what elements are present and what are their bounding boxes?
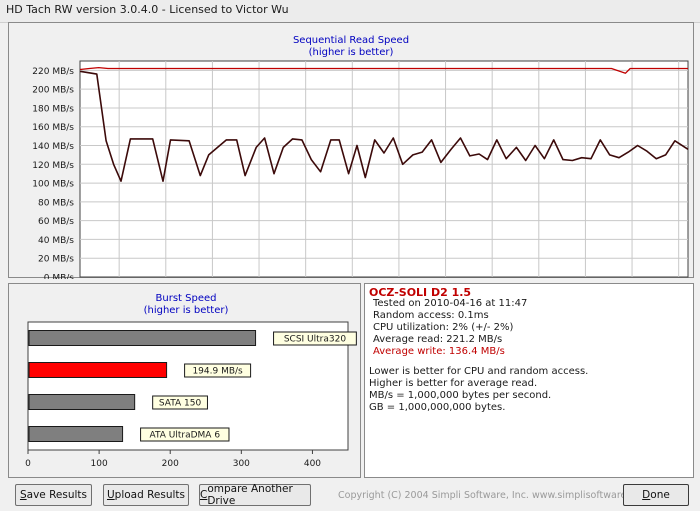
y-tick-label: 120 MB/s (32, 161, 74, 171)
bar-label-box (273, 331, 357, 346)
burst-title: Burst Speed (156, 293, 217, 304)
upload-label: pload Results (114, 489, 186, 501)
burst-bar (28, 362, 168, 378)
done-label: one (650, 489, 670, 501)
x-tick-label: 0 (25, 459, 31, 469)
y-tick-label: 60 MB/s (38, 217, 74, 227)
read-speed-line (79, 66, 688, 74)
burst-bar (28, 330, 257, 346)
y-tick-label: 0 MB/s (44, 274, 75, 280)
copyright-text: Copyright (C) 2004 Simpli Software, Inc.… (338, 490, 650, 501)
average-read-text: Average read: 221.2 MB/s (373, 334, 503, 345)
write-speed-line (79, 70, 689, 182)
save-label: ave Results (26, 489, 88, 501)
bar-label-box (140, 427, 230, 442)
y-tick-label: 20 MB/s (38, 255, 74, 265)
burst-chart-panel: Burst Speed (higher is better) SCSI Ultr… (8, 283, 361, 478)
sequential-read-chart: Sequential Read Speed (higher is better)… (32, 35, 695, 294)
chart-subtitle: (higher is better) (309, 47, 394, 58)
note-line: GB = 1,000,000,000 bytes. (369, 402, 506, 413)
note-line: MB/s = 1,000,000 bytes per second. (369, 390, 552, 401)
bar-label: ATA UltraDMA 6 (150, 431, 221, 441)
chart-title: Sequential Read Speed (293, 35, 409, 46)
window-title: HD Tach RW version 3.0.4.0 - Licensed to… (6, 3, 289, 16)
title-bar: HD Tach RW version 3.0.4.0 - Licensed to… (0, 0, 700, 23)
note-line: Higher is better for average read. (369, 378, 538, 389)
y-tick-label: 220 MB/s (32, 67, 74, 77)
x-tick-label: 100 (91, 459, 108, 469)
tested-on-text: Tested on 2010-04-16 at 11:47 (373, 298, 528, 309)
results-info-panel: OCZ-SOLI D2 1.5 Tested on 2010-04-16 at … (364, 283, 694, 478)
upload-hotkey: U (106, 489, 115, 501)
y-tick-label: 100 MB/s (32, 180, 74, 190)
compare-label: ompare Another Drive (207, 483, 293, 507)
burst-speed-chart: Burst Speed (higher is better) SCSI Ultr… (25, 293, 357, 469)
x-tick-label: 300 (233, 459, 250, 469)
y-tick-label: 160 MB/s (32, 123, 74, 133)
burst-bar (28, 426, 124, 442)
sequential-chart-panel: Sequential Read Speed (higher is better)… (8, 22, 695, 294)
y-tick-label: 40 MB/s (38, 236, 74, 246)
burst-bar (28, 394, 136, 410)
bar-label-box (184, 363, 252, 378)
y-tick-label: 80 MB/s (38, 198, 74, 208)
y-tick-label: 180 MB/s (32, 104, 74, 114)
plot-area (79, 60, 689, 278)
x-tick-label: 400 (304, 459, 321, 469)
drive-name: OCZ-SOLI D2 1.5 (369, 286, 472, 299)
bar-label: SCSI Ultra320 (284, 335, 347, 345)
done-hotkey: D (642, 489, 651, 501)
y-tick-label: 140 MB/s (32, 142, 74, 152)
bar-label: SATA 150 (159, 399, 202, 409)
burst-subtitle: (higher is better) (144, 305, 229, 316)
average-write-text: Average write: 136.4 MB/s (373, 346, 505, 357)
cpu-utilization-text: CPU utilization: 2% (+/- 2%) (373, 322, 514, 333)
y-tick-label: 200 MB/s (32, 86, 74, 96)
note-line: Lower is better for CPU and random acces… (369, 366, 589, 377)
compare-hotkey: C (200, 489, 208, 501)
bar-label: 194.9 MB/s (192, 367, 243, 377)
random-access-text: Random access: 0.1ms (373, 310, 489, 321)
bar-label-box (152, 395, 208, 410)
save-hotkey: S (19, 489, 27, 501)
x-tick-label: 200 (162, 459, 179, 469)
